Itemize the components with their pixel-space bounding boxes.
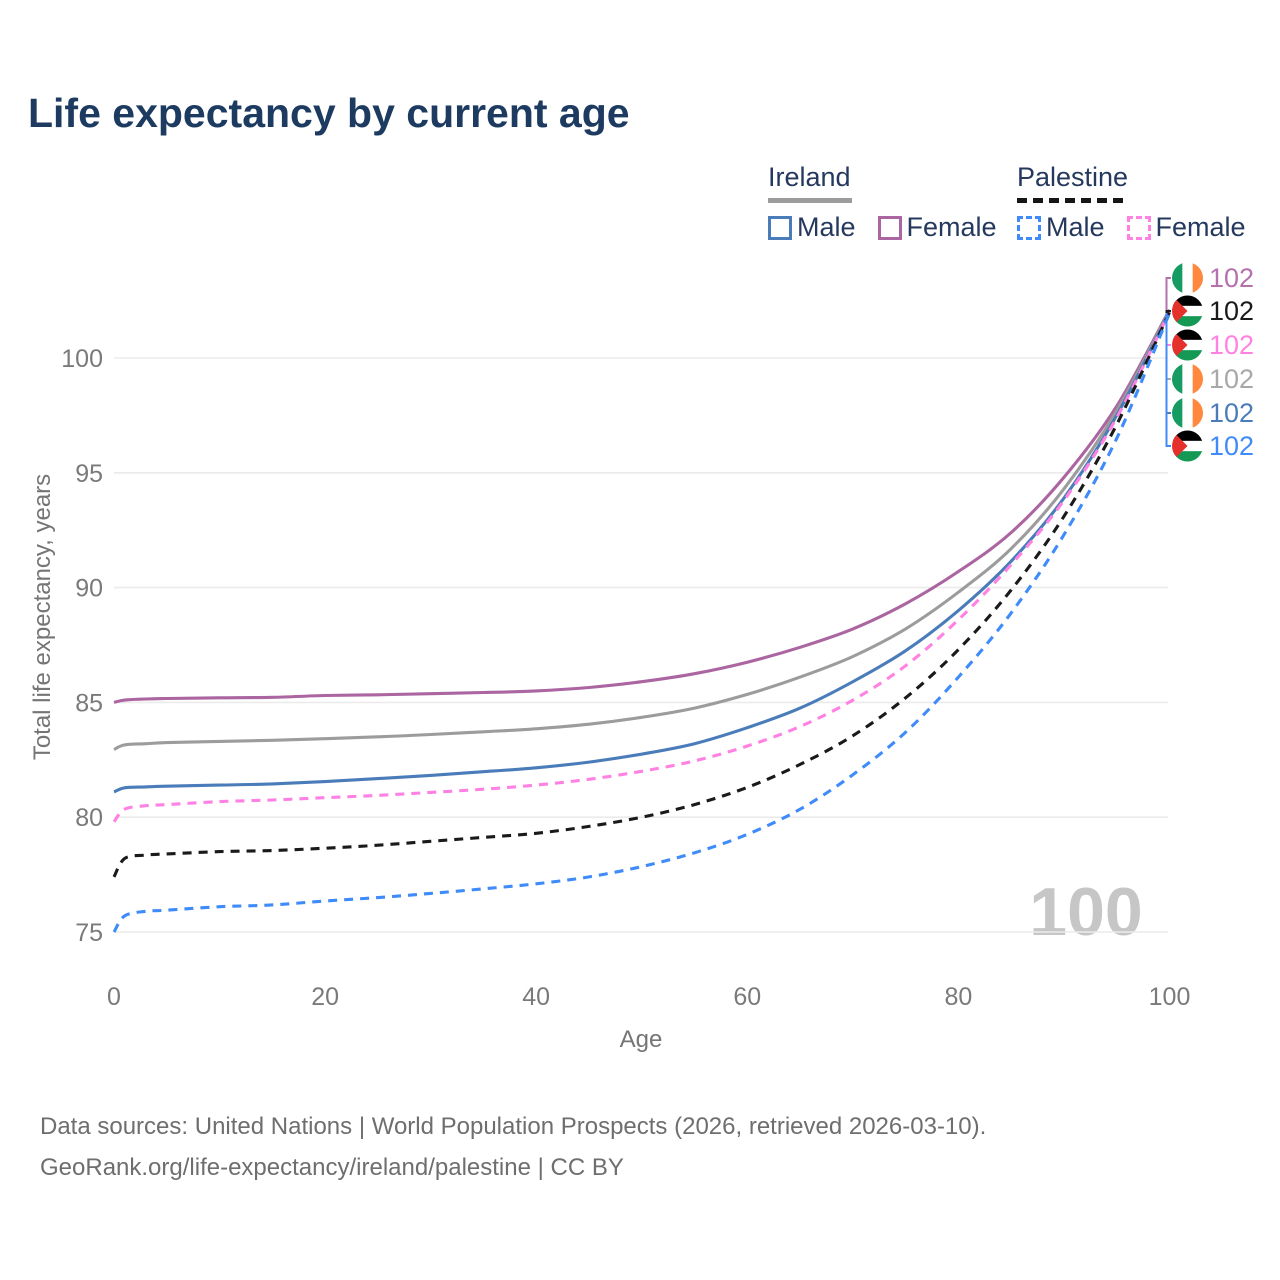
end-value-label: 102 (1209, 263, 1254, 293)
legend-item-palestine-male[interactable]: Male (1017, 212, 1105, 243)
y-tick-label: 80 (75, 804, 103, 832)
legend-country-palestine[interactable]: Palestine (1017, 162, 1246, 203)
legend-country-label-ireland: Ireland (768, 162, 851, 192)
x-tick-label: 100 (1149, 983, 1191, 1011)
legend-group-ireland: Ireland Male Female (768, 162, 997, 243)
footer: Data sources: United Nations | World Pop… (40, 1106, 986, 1188)
y-tick-label: 75 (75, 919, 103, 947)
palestine-male-swatch (1017, 215, 1041, 240)
y-tick-label: 85 (75, 689, 103, 717)
legend-country-ireland[interactable]: Ireland (768, 162, 997, 203)
series-line-palestine-both-sexes[interactable] (112, 311, 1171, 878)
x-axis-tick-labels: 0 20 40 60 80 100 (107, 983, 1190, 1011)
end-value-label: 102 (1209, 330, 1254, 360)
series-lines (112, 309, 1171, 933)
x-tick-label: 0 (107, 983, 121, 1011)
palestine-rule-swatch (1017, 198, 1127, 203)
ireland-flag-icon (1172, 363, 1203, 395)
end-label-connector (1165, 313, 1171, 447)
legend-item-label-palestine-female: Female (1155, 212, 1246, 242)
hover-age-watermark: 100 (1029, 874, 1143, 950)
series-line-palestine-male[interactable] (112, 312, 1171, 933)
palestine-female-swatch (1126, 215, 1151, 240)
footer-license-line: GeoRank.org/life-expectancy/ireland/pale… (40, 1154, 624, 1181)
x-tick-label: 60 (733, 983, 761, 1011)
x-tick-label: 40 (522, 983, 550, 1011)
series-line-ireland-both-sexes[interactable] (113, 310, 1171, 751)
legend-item-label-ireland-female: Female (906, 212, 997, 242)
end-label-connector (1165, 277, 1171, 313)
end-value-label: 102 (1209, 398, 1254, 428)
end-value-label: 102 (1209, 364, 1254, 394)
ireland-rule-swatch (768, 198, 852, 203)
y-tick-label: 90 (75, 575, 103, 603)
palestine-flag-icon (1172, 430, 1203, 462)
series-line-palestine-female[interactable] (112, 311, 1171, 823)
x-tick-label: 80 (944, 983, 972, 1011)
legend-item-ireland-male[interactable]: Male (768, 212, 856, 243)
legend-group-palestine: Palestine Male Female (1017, 162, 1246, 243)
end-label-connector (1165, 310, 1171, 313)
end-value-label: 102 (1209, 296, 1254, 326)
ireland-flag-icon (1172, 397, 1203, 429)
end-value-label: 102 (1209, 431, 1254, 461)
legend-item-label-palestine-male: Male (1046, 212, 1105, 242)
ireland-flag-icon (1172, 262, 1203, 294)
ireland-female-swatch (877, 215, 902, 240)
x-axis-title: Age (619, 1026, 663, 1053)
y-axis-tick-labels: 75 80 85 90 95 100 (61, 345, 103, 947)
page-title: Life expectancy by current age (28, 90, 630, 136)
gridlines (114, 357, 1168, 933)
y-tick-label: 95 (75, 460, 103, 488)
legend-country-label-palestine: Palestine (1017, 162, 1129, 192)
y-tick-label: 100 (61, 345, 103, 373)
x-tick-label: 20 (311, 983, 339, 1011)
ireland-male-swatch (768, 215, 792, 240)
palestine-flag-icon (1172, 329, 1203, 361)
palestine-flag-icon (1172, 295, 1203, 327)
legend-item-palestine-female[interactable]: Female (1126, 212, 1246, 243)
legend-item-ireland-female[interactable]: Female (877, 212, 997, 243)
series-line-ireland-female[interactable] (113, 309, 1171, 704)
footer-sources-line: Data sources: United Nations | World Pop… (40, 1113, 987, 1140)
legend-item-label-ireland-male: Male (797, 212, 856, 242)
series-line-ireland-male[interactable] (113, 311, 1171, 794)
